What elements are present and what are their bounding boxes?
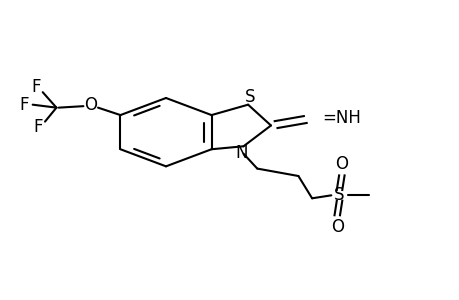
Text: O: O bbox=[335, 155, 347, 173]
Text: F: F bbox=[20, 96, 29, 114]
Text: =NH: =NH bbox=[322, 109, 361, 127]
Text: S: S bbox=[245, 88, 255, 106]
Text: S: S bbox=[334, 186, 344, 204]
Text: N: N bbox=[235, 144, 247, 162]
Text: F: F bbox=[34, 118, 43, 136]
Text: O: O bbox=[84, 96, 97, 114]
Text: F: F bbox=[31, 78, 40, 96]
Text: O: O bbox=[330, 218, 343, 236]
